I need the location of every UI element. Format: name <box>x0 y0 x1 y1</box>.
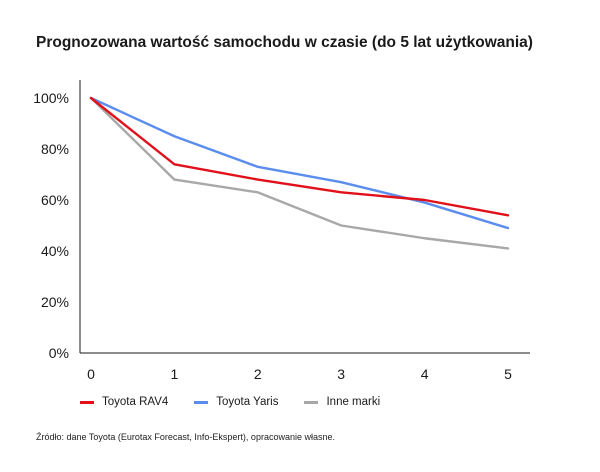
chart-legend: Toyota RAV4 Toyota Yaris Inne marki <box>80 396 380 408</box>
legend-swatch-other <box>304 400 319 404</box>
series-line-rav4 <box>89 96 510 217</box>
legend-item-other: Inne marki <box>304 396 380 408</box>
x-tick-label: 1 <box>171 366 179 382</box>
legend-item-yaris: Toyota Yaris <box>194 396 278 408</box>
source-note: Źródło: dane Toyota (Eurotax Forecast, I… <box>36 432 335 442</box>
legend-label-other: Inne marki <box>326 396 381 408</box>
legend-swatch-rav4 <box>80 400 94 404</box>
y-tick-label: 40% <box>41 243 69 259</box>
series-line-yaris <box>89 96 510 230</box>
legend-swatch-yaris <box>194 400 209 404</box>
x-tick-label: 5 <box>504 366 512 382</box>
y-tick-label: 80% <box>41 141 69 157</box>
series-line-other <box>89 96 510 250</box>
legend-item-rav4: Toyota RAV4 <box>80 396 168 408</box>
x-tick-label: 4 <box>421 366 429 382</box>
x-tick-label: 0 <box>87 366 95 382</box>
y-tick-label: 60% <box>41 192 69 208</box>
x-tick-label: 3 <box>337 366 345 382</box>
y-tick-label: 20% <box>41 294 69 310</box>
legend-label-yaris: Toyota Yaris <box>216 396 279 408</box>
chart-title: Prognozowana wartość samochodu w czasie … <box>36 34 533 51</box>
legend-label-rav4: Toyota RAV4 <box>102 396 169 408</box>
x-tick-label: 2 <box>254 366 262 382</box>
y-tick-label: 0% <box>49 345 69 361</box>
y-tick-label: 100% <box>33 90 69 106</box>
